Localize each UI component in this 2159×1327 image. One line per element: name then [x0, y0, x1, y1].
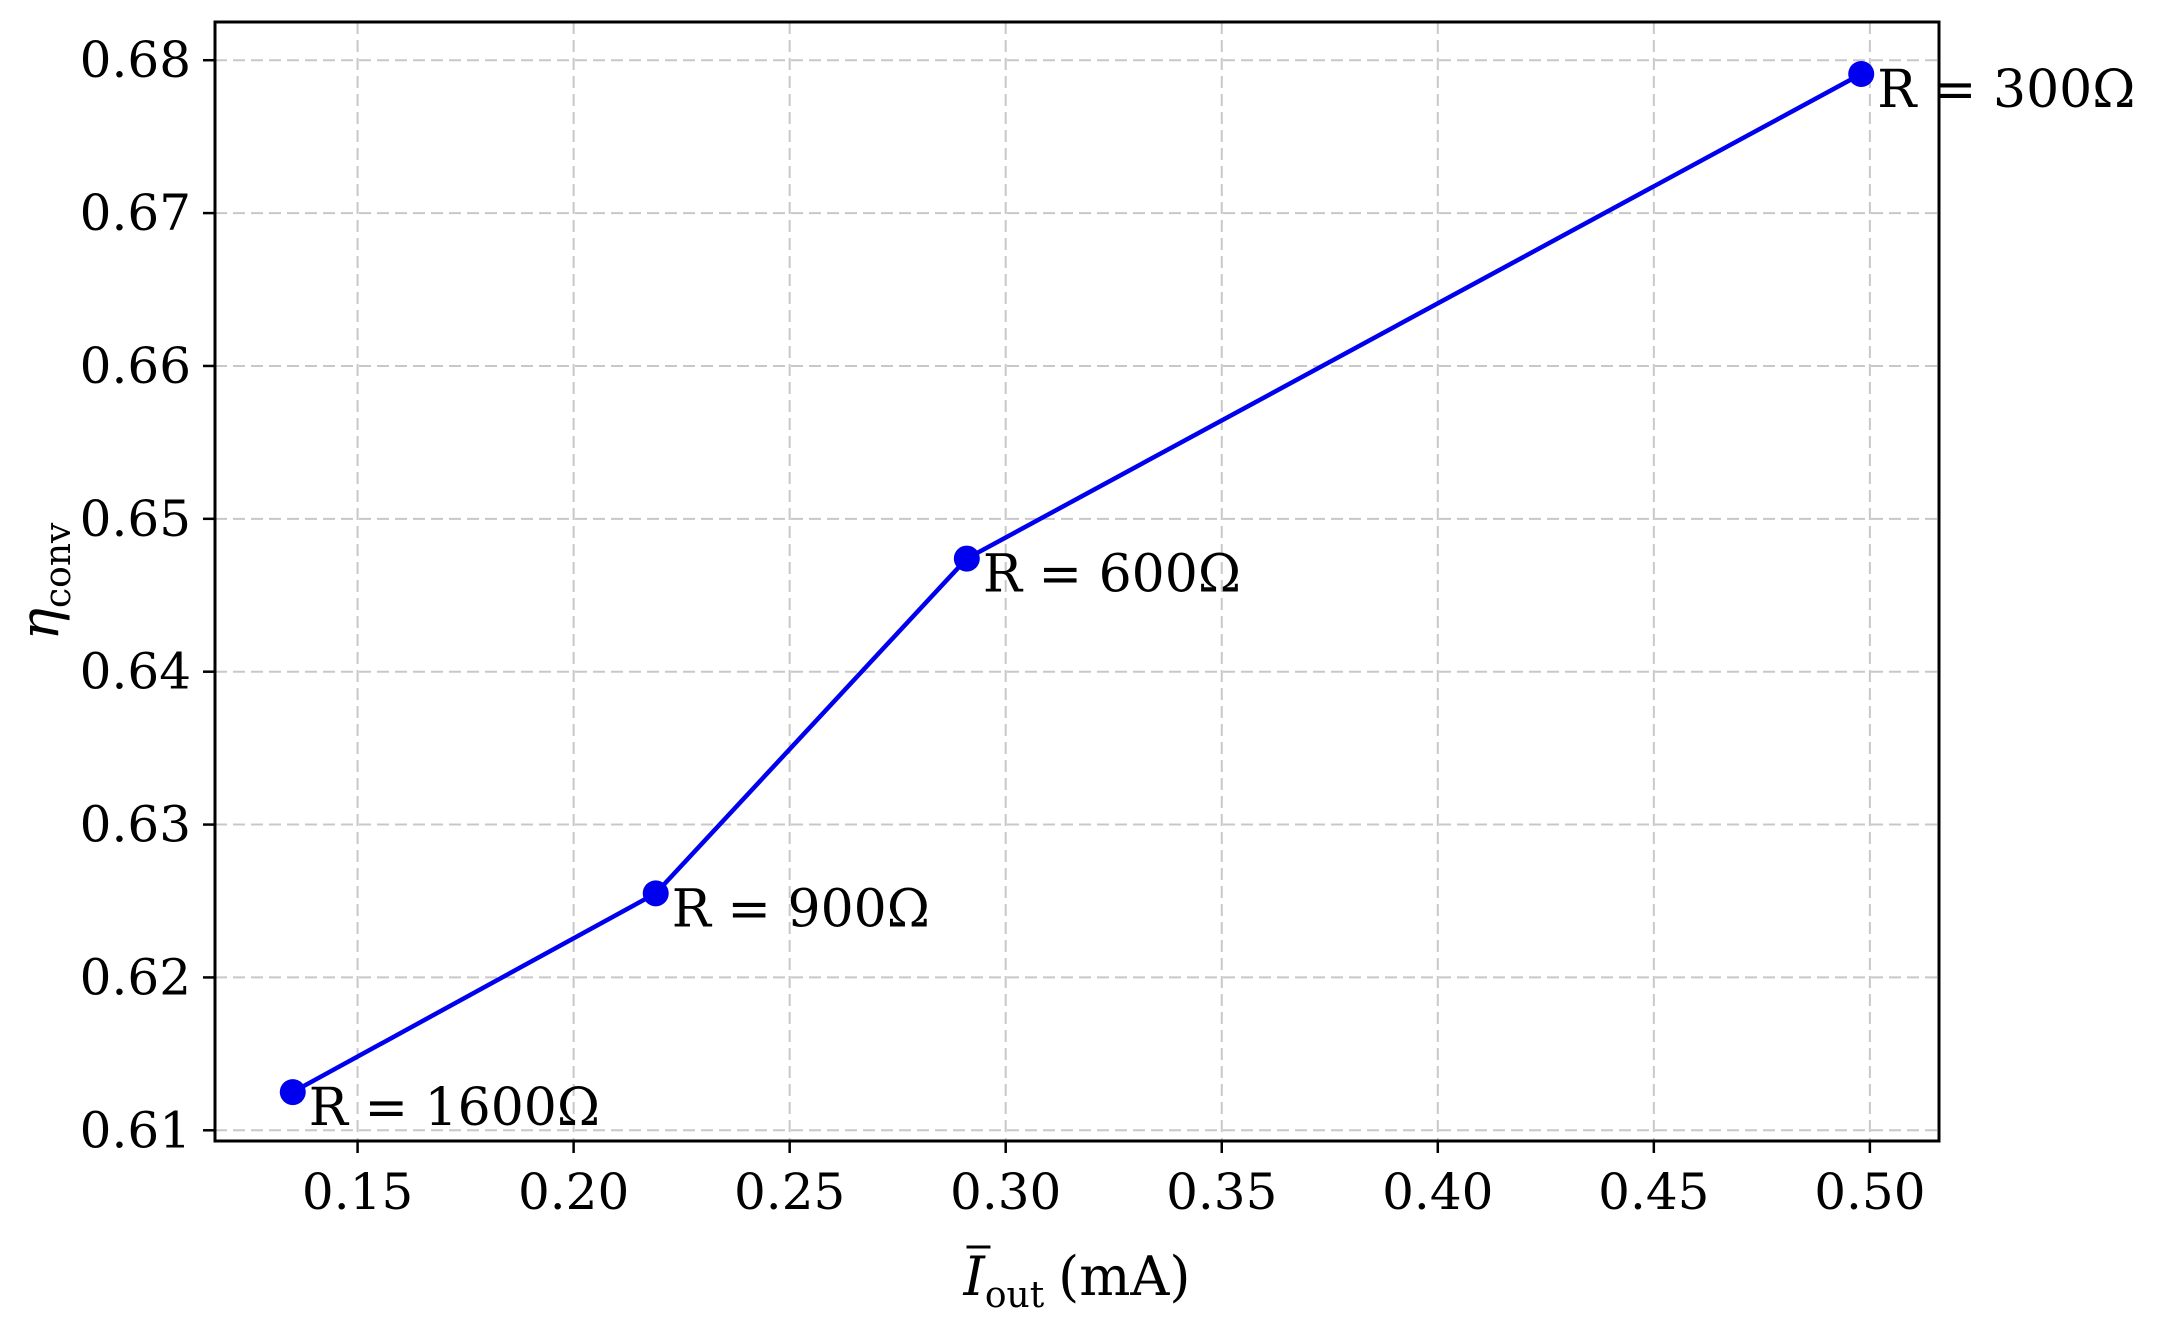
- x-tick-label: 0.15: [302, 1163, 413, 1221]
- y-tick-label: 0.63: [80, 796, 191, 854]
- y-tick-label: 0.67: [80, 184, 191, 242]
- x-tick-label: 0.50: [1814, 1163, 1925, 1221]
- x-axis-subscript: out: [985, 1275, 1045, 1316]
- data-point: [279, 1079, 306, 1106]
- x-tick-label: 0.40: [1382, 1163, 1493, 1221]
- x-axis-unit: (mA): [1058, 1245, 1190, 1308]
- x-tick-label: 0.45: [1598, 1163, 1709, 1221]
- data-point: [953, 545, 980, 572]
- y-tick-label: 0.62: [80, 948, 191, 1006]
- data-point-label: R = 1600Ω: [309, 1078, 600, 1138]
- series-line: [291, 71, 1863, 1095]
- ticks: 0.15 0.20 0.25 0.30 0.35 0.40 0.45 0.50 0.61 0.62…: [80, 31, 1926, 1221]
- y-tick-label: 0.66: [80, 337, 191, 395]
- y-tick-label: 0.64: [80, 643, 191, 701]
- data-point: [642, 880, 669, 907]
- x-tick-label: 0.20: [518, 1163, 629, 1221]
- data-point-label: R = 600Ω: [983, 545, 1241, 605]
- plot-frame: [213, 20, 1941, 1143]
- grid: [215, 22, 1939, 1141]
- annotation-layer: R = 1600Ω R = 900Ω R = 600Ω R = 300Ω: [309, 60, 2136, 1138]
- y-axis-title: ηconv: [8, 522, 79, 640]
- y-tick-label: 0.68: [80, 31, 191, 89]
- x-axis-title: Iout (mA): [962, 1245, 1190, 1316]
- data-point-label: R = 900Ω: [672, 879, 930, 939]
- y-tick-label: 0.65: [80, 490, 191, 548]
- data-point-label: R = 300Ω: [1877, 60, 2135, 120]
- series-layer: [279, 60, 1875, 1106]
- data-point: [1848, 60, 1875, 87]
- y-tick-label: 0.61: [80, 1101, 191, 1159]
- x-axis-symbol: I: [962, 1245, 986, 1308]
- y-axis-subscript: conv: [38, 522, 79, 608]
- y-axis-symbol: η: [8, 608, 71, 640]
- x-tick-label: 0.25: [734, 1163, 845, 1221]
- x-tick-label: 0.30: [950, 1163, 1061, 1221]
- x-tick-label: 0.35: [1166, 1163, 1277, 1221]
